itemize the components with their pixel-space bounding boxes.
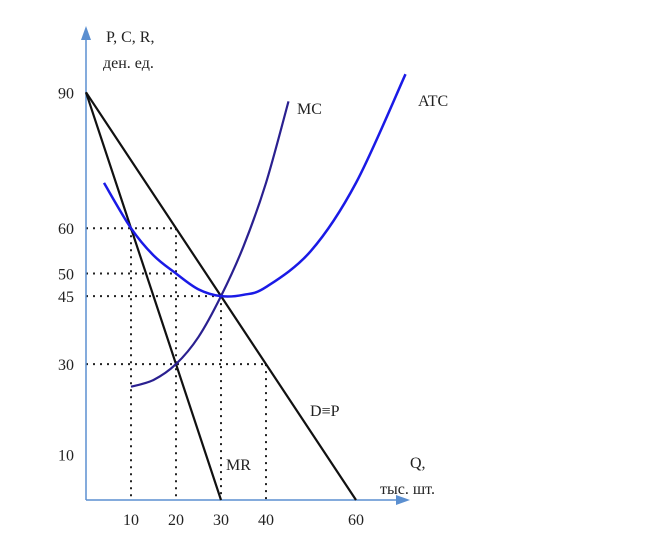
y-axis-label-line2: ден. ед. xyxy=(103,55,154,72)
dotted-guides xyxy=(86,227,267,500)
axes xyxy=(81,26,410,505)
x-axis-arrow-icon xyxy=(396,495,410,505)
curves xyxy=(84,73,407,501)
series-mr-curve xyxy=(84,91,223,501)
y-tick-label: 10 xyxy=(58,448,74,465)
y-axis-arrow-icon xyxy=(81,26,91,40)
y-tick-label: 45 xyxy=(58,289,74,306)
series-label-demand: D≡P xyxy=(310,403,340,420)
x-tick-label: 20 xyxy=(168,512,184,529)
y-axis-label-line1: P, C, R, xyxy=(106,29,154,46)
x-tick-label: 10 xyxy=(123,512,139,529)
series-atc-curve xyxy=(102,73,407,298)
tick-labels: 10 20 30 40 60 90 60 50 45 30 10 xyxy=(58,85,364,529)
x-tick-label: 40 xyxy=(258,512,274,529)
y-tick-label: 30 xyxy=(58,357,74,374)
y-tick-label: 50 xyxy=(58,267,74,284)
x-tick-label: 60 xyxy=(348,512,364,529)
x-axis-label-line2: тыс. шт. xyxy=(380,481,435,498)
series-label-mc: MC xyxy=(297,101,322,118)
series-label-atc: ATC xyxy=(418,93,448,110)
series-mc-curve xyxy=(130,101,290,388)
y-tick-label: 90 xyxy=(58,85,74,102)
y-tick-label: 60 xyxy=(58,221,74,238)
x-tick-label: 30 xyxy=(213,512,229,529)
series-label-mr: MR xyxy=(226,457,251,474)
x-axis-label-line1: Q, xyxy=(410,455,426,472)
